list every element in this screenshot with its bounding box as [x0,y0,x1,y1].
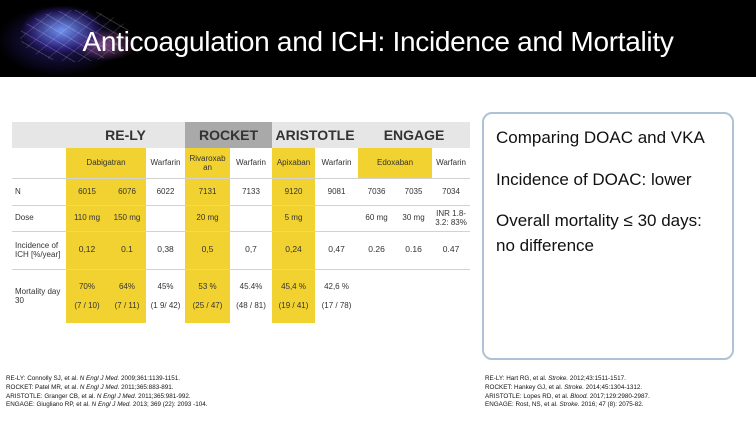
mortality-pct: 45,4 % [281,282,306,292]
table-cell: INR 1.8-3.2: 83% [432,204,471,231]
mortality-pct: 45.4% [239,282,263,292]
table-cell: 7035 [395,177,433,205]
table-cell: 0,24 [272,230,316,269]
mortality-pct: 70% [78,282,95,292]
slide-title: Anticoagulation and ICH: Incidence and M… [82,26,674,57]
table-cell [432,268,471,323]
table-cell: 0.1 [108,230,146,269]
table-cell: 20 mg [185,204,231,231]
table-cell: 150 mg [108,204,146,231]
table-cell: 0.26 [358,230,396,269]
table-cell: 7036 [358,177,396,205]
mortality-pct: 64% [118,282,135,292]
table-cell: 0.47 [432,230,471,269]
table-cell: 7133 [230,177,273,205]
table-cell: 7131 [185,177,231,205]
table-cell: 6015 [66,177,108,205]
summary-callout: Comparing DOAC and VKA Incidence of DOAC… [482,112,734,360]
header-blank-cell [12,122,66,148]
table-cell [395,268,433,323]
mortality-frac: (25 / 47) [192,300,223,310]
reference-item: RE-LY: Connolly SJ, et al. N Engl J Med.… [6,375,180,382]
drug-blank-cell [12,148,66,178]
table-cell: 110 mg [66,204,108,231]
drug-apixaban: Apixaban [272,148,316,178]
title-bar: Anticoagulation and ICH: Incidence and M… [0,0,756,77]
table-row-n: N 6015 6076 6022 7131 7133 9120 9081 703… [12,177,471,205]
table-cell: 64% (7 / 11) [108,268,146,323]
table-cell: 45% (1 9/ 42) [146,268,186,323]
table-row-ich: Incidence of ICH [%/year] 0,12 0.1 0,38 … [12,230,471,269]
table-cell: 45,4 % (19 / 41) [272,268,316,323]
table-cell: 6022 [146,177,186,205]
reference-item: RE-LY: Hart RG, et al. Stroke. 2012;43:1… [485,375,626,382]
group-engage: ENGAGE [358,122,471,148]
group-aristotle: ARISTOTLE [272,122,359,148]
row-label-ich: Incidence of ICH [%/year] [12,230,66,269]
mortality-frac: (7 / 11) [114,300,140,310]
mortality-frac: (19 / 41) [278,300,309,310]
table-cell: 60 mg [358,204,396,231]
reference-item: ENGAGE: Giugliano RP, et al. N Engl J Me… [6,401,208,409]
drug-warfarin-rocket: Warfarin [230,148,273,178]
table-cell: 0,7 [230,230,273,269]
row-label-dose: Dose [12,204,66,231]
table-cell: 53 % (25 / 47) [185,268,231,323]
table-cell: 0.16 [395,230,433,269]
mortality-frac: (17 / 78) [321,300,352,310]
table-cell: 5 mg [272,204,316,231]
row-label-mortality: Mortality day 30 [12,268,66,323]
callout-line-1: Comparing DOAC and VKA [496,128,705,147]
table-cell: 7034 [432,177,471,205]
group-rocket: ROCKET [185,122,273,148]
drug-warfarin-rely: Warfarin [146,148,186,178]
brain-image [0,0,150,77]
drug-edoxaban: Edoxaban [358,148,433,178]
reference-item: ROCKET: Patel MR, et al. N Engl J Med. 2… [6,383,174,391]
callout-line-3: Overall mortality ≤ 30 days: no differen… [496,211,702,255]
row-label-n: N [12,177,66,205]
drug-dabigatran: Dabigatran [66,148,146,178]
callout-line-2: Incidence of DOAC: lower [496,169,692,189]
table-row-mortality: Mortality day 30 70% (7 / 10) 64% (7 / 11)… [12,268,471,323]
mortality-frac: (48 / 81) [236,300,266,310]
drug-warfarin-aristotle: Warfarin [315,148,359,178]
table-cell [358,268,396,323]
table-cell [230,204,273,231]
table-cell: 6076 [108,177,146,205]
references-left: RE-LY: Connolly SJ, et al. N Engl J Med.… [6,375,336,410]
table-cell [146,204,186,231]
table-cell: 45.4% (48 / 81) [230,268,273,323]
mortality-pct: 42,6 % [324,282,349,292]
mortality-frac: (7 / 10) [74,300,100,310]
table-cell: 0,38 [146,230,186,269]
drug-row: Dabigatran Warfarin Rivaroxab an Warfari… [12,148,471,178]
drug-rivaroxaban: Rivaroxab an [185,148,231,178]
mortality-pct: 45% [157,282,174,292]
references-right: RE-LY: Hart RG, et al. Stroke. 2012;43:1… [485,375,750,410]
reference-item: ROCKET: Hankey GJ, et al. Stroke. 2014;4… [485,383,643,391]
drug-warfarin-engage: Warfarin [432,148,471,178]
table-cell: 30 mg [395,204,433,231]
table-cell: 0,47 [315,230,359,269]
table-header-row: RE-LY ROCKET ARISTOTLE ENGAGE [12,122,471,148]
reference-item: ARISTOTLE: Lopes RD, et al. Blood. 2017;… [485,392,650,400]
reference-item: ENGAGE: Rost, NS, et al. Stroke. 2016; 4… [485,401,644,409]
table-cell [315,204,359,231]
table-cell: 0,12 [66,230,108,269]
mortality-frac: (1 9/ 42) [150,300,181,310]
table-cell: 70% (7 / 10) [66,268,108,323]
mortality-pct: 53 % [198,282,217,292]
comparison-table: RE-LY ROCKET ARISTOTLE ENGAGE Dabigatran… [12,122,471,327]
table-cell: 0,5 [185,230,231,269]
table-cell: 9081 [315,177,359,205]
table-cell: 9120 [272,177,316,205]
table-row-dose: Dose 110 mg 150 mg 20 mg 5 mg 60 mg 30 m… [12,204,471,231]
table-cell: 42,6 % (17 / 78) [315,268,359,323]
reference-item: ARISTOTLE: Granger CB, et al. N Engl J M… [6,392,191,400]
group-rely: RE-LY [66,122,186,148]
